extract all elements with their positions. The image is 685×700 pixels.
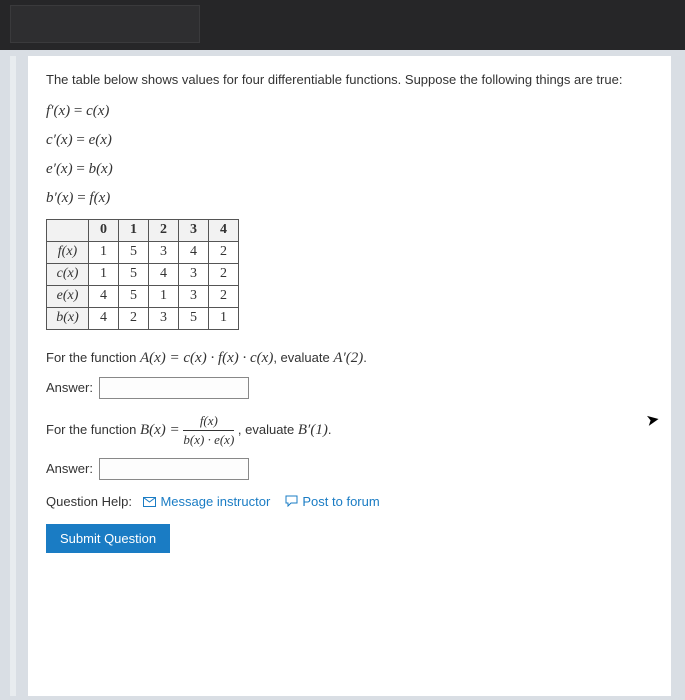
cell: 4 bbox=[89, 285, 119, 307]
cell: 2 bbox=[209, 285, 239, 307]
equation: f′(x) = c(x) bbox=[46, 103, 653, 120]
prompt-b-pre: For the function bbox=[46, 422, 140, 437]
cell: 3 bbox=[179, 263, 209, 285]
answer-a-row: Answer: bbox=[46, 377, 653, 399]
question-card: The table below shows values for four di… bbox=[28, 56, 671, 696]
row-header: f(x) bbox=[47, 241, 89, 263]
message-instructor-label: Message instructor bbox=[160, 494, 270, 509]
cell: 5 bbox=[119, 263, 149, 285]
prompt-a-math: A(x) = c(x) · f(x) · c(x) bbox=[140, 350, 273, 366]
prompt-a-eval: A′(2) bbox=[333, 350, 363, 366]
cell: 4 bbox=[89, 307, 119, 329]
submit-question-button[interactable]: Submit Question bbox=[46, 524, 170, 553]
cell: 3 bbox=[149, 307, 179, 329]
left-edge-strip bbox=[10, 56, 16, 696]
chat-icon bbox=[285, 495, 299, 510]
post-forum-link[interactable]: Post to forum bbox=[285, 494, 380, 509]
prompt-a-period: . bbox=[363, 350, 367, 365]
equation: b′(x) = f(x) bbox=[46, 190, 653, 207]
prompt-b: For the function B(x) = f(x) b(x) · e(x)… bbox=[46, 413, 653, 448]
function-value-table: 01234 f(x)15342c(x)15432e(x)45132b(x)423… bbox=[46, 219, 239, 330]
col-header: 2 bbox=[149, 219, 179, 241]
fraction-numerator: f(x) bbox=[200, 413, 218, 428]
mail-icon bbox=[143, 495, 157, 510]
cell: 5 bbox=[119, 241, 149, 263]
row-header: e(x) bbox=[47, 285, 89, 307]
post-forum-label: Post to forum bbox=[302, 494, 379, 509]
cell: 2 bbox=[209, 263, 239, 285]
col-header: 1 bbox=[119, 219, 149, 241]
answer-a-label: Answer: bbox=[46, 380, 93, 395]
question-help-label: Question Help: bbox=[46, 494, 132, 509]
table-row: b(x)42351 bbox=[47, 307, 239, 329]
equation: e′(x) = b(x) bbox=[46, 161, 653, 178]
cell: 3 bbox=[149, 241, 179, 263]
equation: c′(x) = e(x) bbox=[46, 132, 653, 149]
prompt-b-lhs: B(x) = bbox=[140, 422, 183, 438]
cell: 4 bbox=[179, 241, 209, 263]
table-row: c(x)15432 bbox=[47, 263, 239, 285]
cell: 2 bbox=[209, 241, 239, 263]
prompt-a-pre: For the function bbox=[46, 350, 140, 365]
table-row: e(x)45132 bbox=[47, 285, 239, 307]
answer-b-input[interactable] bbox=[99, 458, 249, 480]
cell: 2 bbox=[119, 307, 149, 329]
row-header: b(x) bbox=[47, 307, 89, 329]
row-header: c(x) bbox=[47, 263, 89, 285]
cell: 3 bbox=[179, 285, 209, 307]
col-header: 4 bbox=[209, 219, 239, 241]
question-help-row: Question Help: Message instructor Post t… bbox=[46, 494, 653, 510]
answer-a-input[interactable] bbox=[99, 377, 249, 399]
answer-b-label: Answer: bbox=[46, 461, 93, 476]
cell: 5 bbox=[119, 285, 149, 307]
fraction: f(x) b(x) · e(x) bbox=[183, 413, 234, 448]
prompt-b-period: . bbox=[328, 422, 332, 437]
table-row: f(x)15342 bbox=[47, 241, 239, 263]
page-wrap: The table below shows values for four di… bbox=[0, 50, 685, 700]
table-corner bbox=[47, 219, 89, 241]
app-top-strip bbox=[0, 0, 685, 50]
prompt-b-post: , evaluate bbox=[234, 422, 298, 437]
message-instructor-link[interactable]: Message instructor bbox=[143, 494, 274, 509]
cell: 4 bbox=[149, 263, 179, 285]
mouse-cursor-icon: ➤ bbox=[644, 409, 661, 431]
intro-text: The table below shows values for four di… bbox=[46, 72, 653, 89]
prompt-a-post: , evaluate bbox=[273, 350, 333, 365]
prompt-a: For the function A(x) = c(x) · f(x) · c(… bbox=[46, 350, 653, 367]
answer-b-row: Answer: bbox=[46, 458, 653, 480]
fraction-denominator: b(x) · e(x) bbox=[183, 432, 234, 447]
top-toolbar-blur bbox=[10, 5, 200, 43]
cell: 1 bbox=[209, 307, 239, 329]
col-header: 0 bbox=[89, 219, 119, 241]
col-header: 3 bbox=[179, 219, 209, 241]
cell: 5 bbox=[179, 307, 209, 329]
prompt-b-eval: B′(1) bbox=[298, 422, 328, 438]
cell: 1 bbox=[89, 241, 119, 263]
equation-list: f′(x) = c(x) c′(x) = e(x) e′(x) = b(x) b′(x… bbox=[46, 103, 653, 207]
cell: 1 bbox=[149, 285, 179, 307]
cell: 1 bbox=[89, 263, 119, 285]
